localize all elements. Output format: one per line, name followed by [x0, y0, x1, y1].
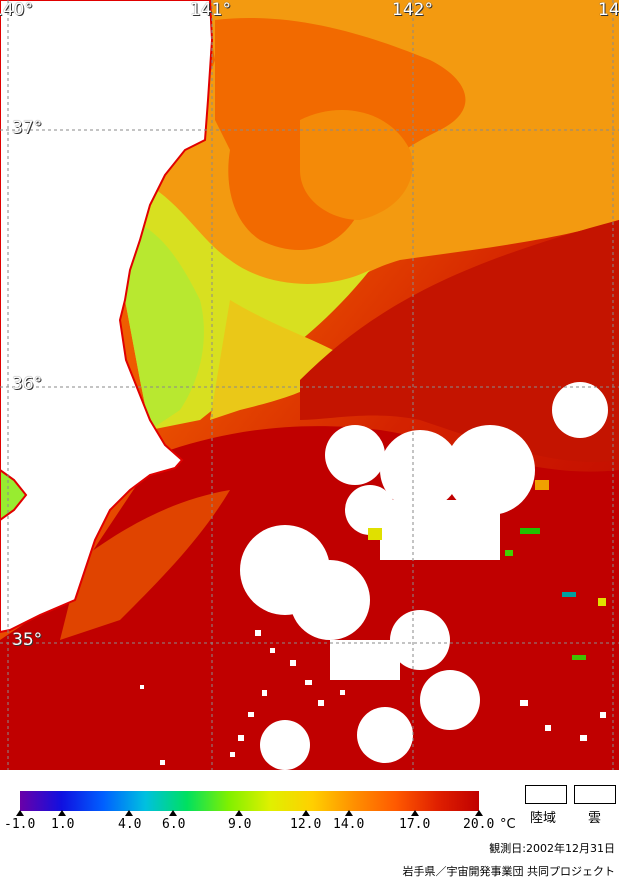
- latitude-label-37: 37°: [12, 118, 43, 138]
- tick-label: 6.0: [162, 817, 186, 832]
- legend: -1.0 1.0 4.0 6.0 9.0 12.0 14.0 17.0 20.0…: [0, 770, 619, 881]
- tick-label: 17.0: [399, 817, 431, 832]
- tick-mark: [16, 810, 24, 816]
- unit-label: °C: [500, 817, 516, 832]
- cloud-mask: [240, 382, 608, 770]
- tick-label: 9.0: [228, 817, 252, 832]
- longitude-label-142: 142°: [392, 0, 433, 20]
- tick-mark: [58, 810, 66, 816]
- longitude-label-141: 141°: [190, 0, 231, 20]
- tick-mark: [302, 810, 310, 816]
- longitude-label-143: 14: [598, 0, 619, 20]
- land-key-swatch: [525, 785, 567, 804]
- temperature-colorbar: [20, 791, 479, 811]
- longitude-label-140: 140°: [0, 0, 33, 20]
- tick-mark: [235, 810, 243, 816]
- land-key-label: 陸域: [530, 811, 557, 826]
- observation-date: 観測日:2002年12月31日: [489, 842, 615, 855]
- tick-mark: [125, 810, 133, 816]
- sst-map-image: [0, 0, 619, 770]
- tick-mark: [411, 810, 419, 816]
- tick-label: 4.0: [118, 817, 142, 832]
- graticule: [0, 0, 619, 770]
- sst-map: 140° 141° 142° 14 37° 36° 35°: [0, 0, 619, 770]
- latitude-label-35: 35°: [12, 630, 43, 650]
- tick-label: 12.0: [290, 817, 322, 832]
- tick-label: 20.0: [463, 817, 495, 832]
- land-area: [0, 0, 214, 634]
- tick-mark: [345, 810, 353, 816]
- tick-label: 14.0: [333, 817, 365, 832]
- cloud-key-label: 雲: [588, 811, 602, 826]
- tick-mark: [169, 810, 177, 816]
- tick-mark: [475, 810, 483, 816]
- cloud-key-swatch: [574, 785, 616, 804]
- tick-label: -1.0: [4, 817, 36, 832]
- credit-text: 岩手県／宇宙開発事業団 共同プロジェクト: [402, 865, 616, 878]
- latitude-label-36: 36°: [12, 374, 43, 394]
- tick-label: 1.0: [51, 817, 75, 832]
